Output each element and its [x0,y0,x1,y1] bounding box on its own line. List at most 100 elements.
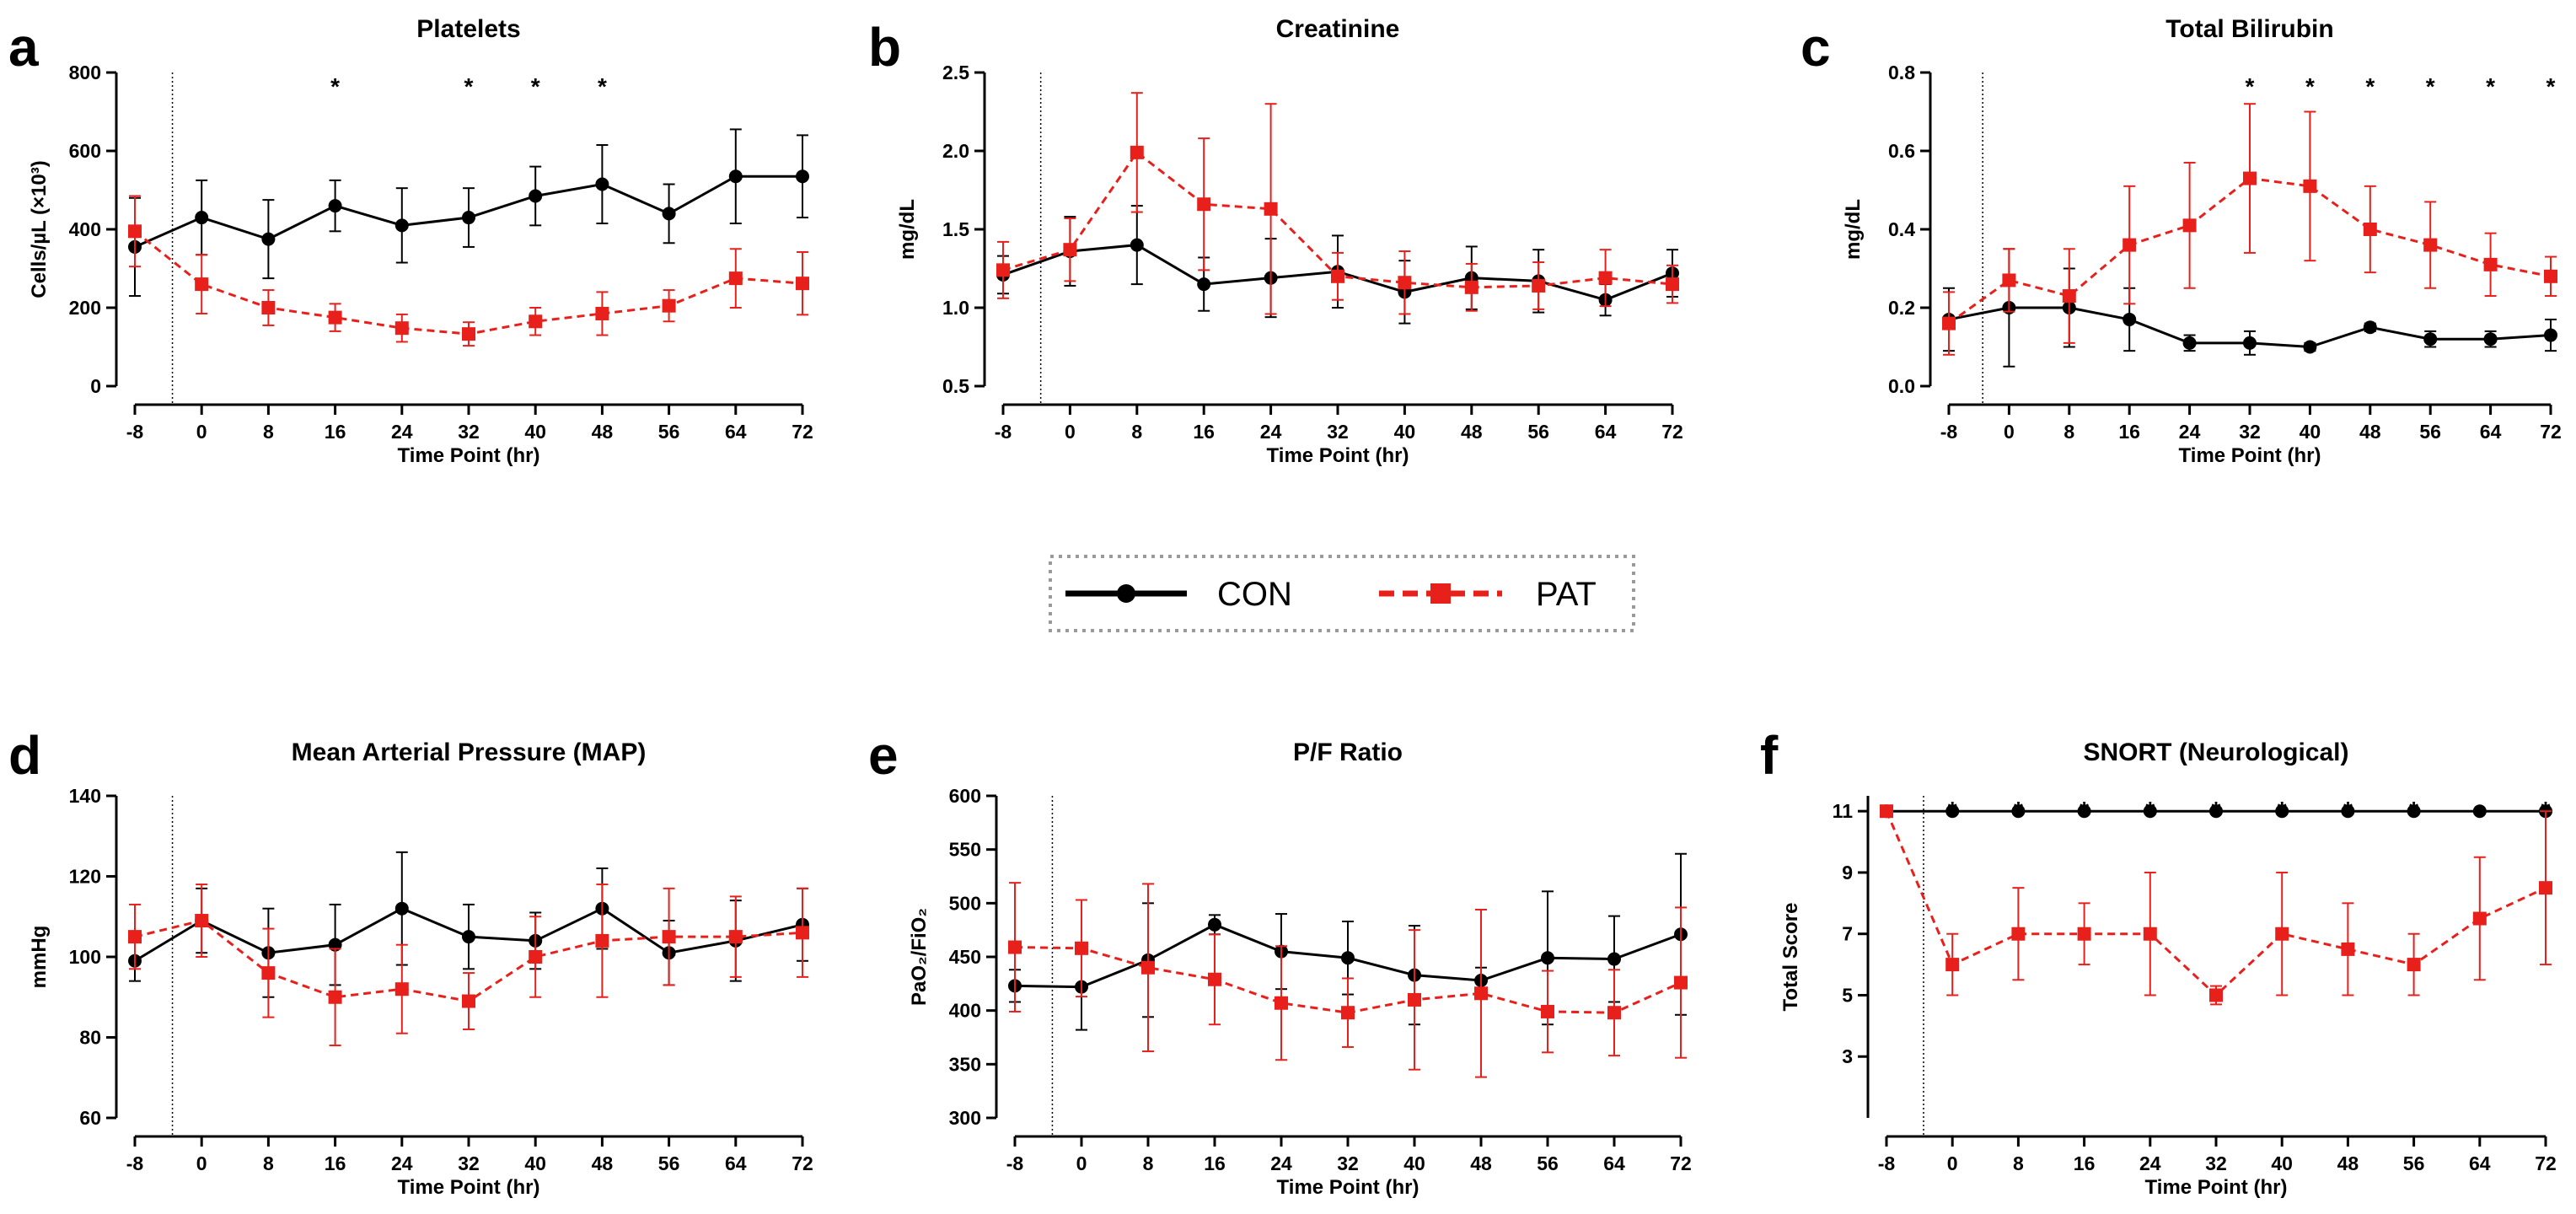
data-point [1197,277,1211,292]
data-point [662,207,676,221]
data-point [2423,332,2438,346]
data-point [195,211,209,225]
y-tick-label: 0.8 [1888,62,1915,83]
x-tick-label: 56 [658,1152,680,1174]
x-tick-label: 64 [1603,1152,1625,1174]
legend-pat-label: PAT [1536,576,1597,613]
significance-star: * [2426,73,2435,99]
significance-star: * [2278,797,2287,823]
y-tick-label: 550 [949,839,981,861]
y-axis-label: mmHg [28,926,51,989]
data-point [1464,280,1479,294]
significance-star: * [2365,73,2375,99]
data-point [2243,336,2257,350]
y-tick-label: 140 [69,785,101,807]
panel-a: a Platelets 0 200 400 600 800 -8 0 8 16 24 32 40 48 56 6… [8,15,813,467]
data-point [728,930,743,944]
significance-star: * [598,73,607,99]
data-point [1063,243,1077,257]
data-point [2209,804,2223,819]
data-point [662,298,676,313]
data-point [1666,277,1679,292]
significance-star: * [2014,797,2023,823]
x-tick-label: 72 [1661,421,1683,443]
data-point [462,327,475,341]
significance-star: * [531,73,540,99]
y-axis-label: mg/dL [1842,199,1865,260]
x-tick-label: 72 [792,1152,813,1174]
x-tick-label: 72 [2535,1152,2557,1174]
data-point [1398,276,1412,290]
x-tick-label: 72 [1670,1152,1692,1174]
data-point [1275,996,1288,1010]
significance-star: * [330,73,340,99]
x-tick-label: 8 [263,1152,274,1174]
data-point [1674,975,1688,990]
data-point [529,950,543,964]
x-tick-label: 0 [1076,1152,1087,1174]
data-point [595,933,609,948]
x-tick-label: 24 [1260,421,1282,443]
series-pat [1942,103,2557,356]
x-tick-label: 0 [196,1152,207,1174]
y-axis-label: Total Score [1779,903,1802,1012]
y-tick-label: 600 [949,785,981,807]
data-point [2483,257,2498,271]
y-tick-label: 0 [90,375,101,397]
x-tick-label: 16 [2074,1152,2096,1174]
x-tick-label: 0 [2004,421,2015,443]
data-point [2062,289,2076,304]
panel-label-b: b [868,17,901,78]
x-tick-label: 8 [2063,421,2074,443]
significance-star: * [464,73,474,99]
x-tick-label: 24 [2179,421,2201,443]
significance-star: * [2541,797,2551,823]
panel-b: b Creatinine 0.5 1.0 1.5 2.0 2.5 -8 0 8 16 24 32 40 48… [868,15,1683,467]
data-point [328,310,342,325]
x-tick-label: 72 [792,421,813,443]
panel-title: P/F Ratio [1293,739,1403,766]
x-tick-label: 72 [2540,421,2562,443]
legend-con-label: CON [1217,576,1292,613]
data-point [462,994,475,1008]
data-point [728,169,743,184]
data-point [328,199,342,213]
series-line [1885,810,2546,997]
x-tick-label: 56 [658,421,680,443]
data-point [462,211,475,225]
data-point [394,321,409,336]
data-point [261,966,276,980]
x-tick-label: 48 [1461,421,1483,443]
x-axis-label: Time Point (hr) [2179,444,2321,467]
significance-star: * [2305,73,2315,99]
x-tick-label: 24 [391,1152,413,1174]
y-tick-label: 400 [69,218,101,240]
data-point [2011,804,2026,819]
panel-title: Mean Arterial Pressure (MAP) [292,739,647,766]
panel-title: SNORT (Neurological) [2083,739,2348,766]
data-point [529,189,543,203]
x-tick-label: 64 [725,421,747,443]
data-point [595,177,609,191]
x-tick-label: 8 [1143,1152,1154,1174]
data-point [1141,960,1155,975]
y-tick-label: 60 [79,1107,101,1129]
x-tick-label: 48 [1470,1152,1492,1174]
x-tick-label: 56 [1537,1152,1559,1174]
series-pat [1880,804,2552,1006]
y-axis-label: Cells/µL (×10³) [28,160,51,298]
data-point [2123,312,2137,326]
data-point [1541,951,1554,965]
x-tick-label: 0 [1065,421,1076,443]
data-point [796,277,809,291]
data-point [2275,927,2289,941]
data-point [2363,223,2377,236]
x-tick-label: 56 [2403,1152,2425,1174]
y-tick-label: 1.0 [942,297,969,319]
panel-d: d Mean Arterial Pressure (MAP)60801001201… [8,725,813,1199]
significance-star: * [2080,797,2089,823]
x-tick-label: 16 [1204,1152,1226,1174]
significance-star: * [2546,73,2556,99]
data-point [128,224,142,239]
